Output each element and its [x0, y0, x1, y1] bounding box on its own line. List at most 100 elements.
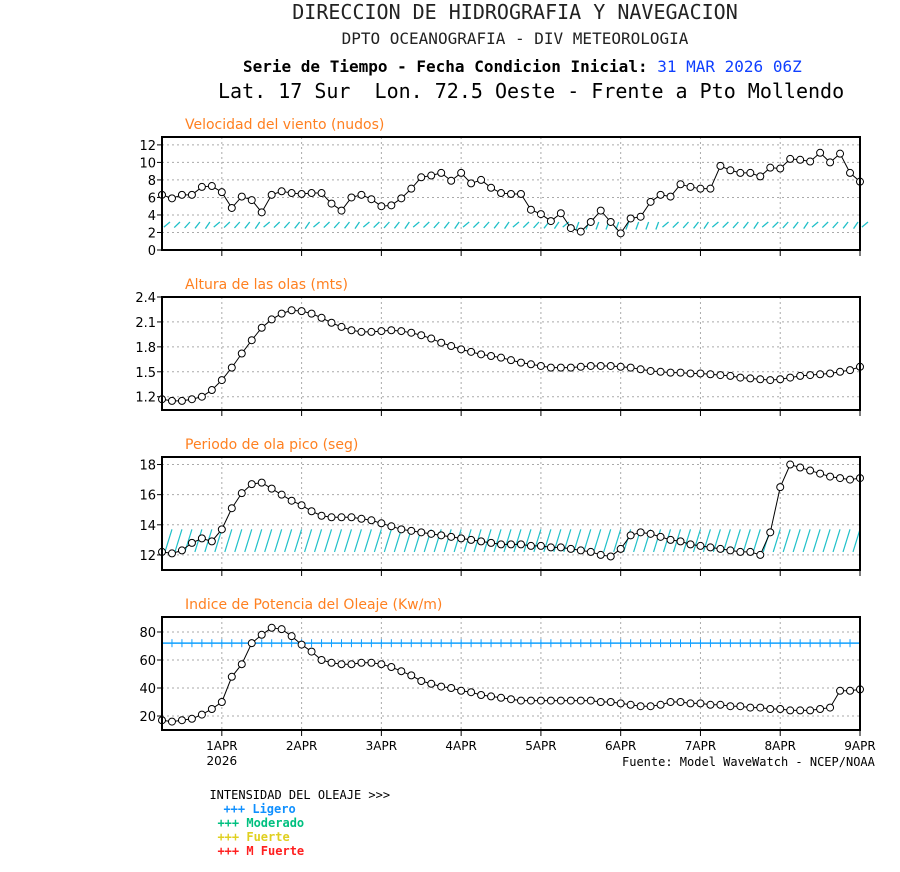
data-point	[586, 217, 595, 226]
data-point	[447, 176, 456, 185]
wind-arrow	[263, 221, 271, 228]
data-point	[746, 703, 755, 712]
data-point	[546, 696, 555, 705]
data-point	[566, 696, 575, 705]
data-point	[646, 529, 655, 538]
data-point	[437, 682, 446, 691]
data-point	[526, 696, 535, 705]
wind-arrow	[283, 221, 291, 229]
legend-title: INTENSIDAD DEL OLEAJE >>>	[209, 788, 391, 802]
swell-arrow	[842, 529, 851, 553]
x-tick-label: 9APR	[844, 739, 875, 753]
data-point	[497, 693, 506, 702]
wind-arrow	[443, 221, 450, 229]
init-date: 31 MAR 2026 06Z	[657, 57, 802, 76]
data-point	[696, 369, 705, 378]
data-point	[507, 189, 515, 198]
data-point	[756, 703, 765, 712]
data-point	[806, 466, 815, 475]
data-point	[526, 541, 535, 550]
wind-arrow	[462, 221, 470, 228]
data-point	[307, 309, 316, 318]
plot-frame	[161, 136, 861, 251]
source-note: Fuente: Model WaveWatch - NCEP/NOAA	[622, 755, 875, 769]
data-point	[666, 368, 675, 377]
y-tick-label: 60	[139, 654, 156, 669]
data-point	[197, 182, 206, 191]
swell-arrow	[822, 529, 831, 553]
swell-arrow	[603, 529, 612, 553]
data-point	[646, 197, 655, 206]
swell-arrow	[573, 529, 582, 553]
data-point	[546, 363, 555, 372]
wind-arrow	[194, 221, 201, 229]
data-point	[387, 522, 396, 531]
plot-frame	[161, 616, 861, 731]
data-point	[766, 376, 775, 385]
data-point	[317, 189, 326, 198]
data-point	[327, 658, 336, 667]
x-tick-label: 7APR	[685, 739, 716, 753]
wind-arrow	[575, 221, 580, 230]
wind-arrow	[483, 221, 490, 229]
data-point	[766, 704, 775, 713]
data-point	[337, 322, 346, 331]
swell-arrow	[254, 529, 263, 553]
data-point	[736, 547, 745, 556]
data-point	[776, 375, 785, 384]
swell-arrow	[593, 529, 602, 553]
wind-arrow	[423, 221, 430, 229]
swell-arrow	[323, 529, 333, 553]
data-point	[317, 313, 326, 322]
y-tick-label: 0	[148, 244, 156, 259]
data-point	[437, 531, 446, 540]
y-tick-label: 14	[139, 519, 156, 534]
wind-arrow	[553, 221, 560, 229]
data-point	[676, 537, 685, 546]
data-point	[636, 702, 645, 711]
data-point	[656, 367, 665, 376]
wind-arrow	[662, 221, 669, 228]
data-point	[187, 714, 196, 723]
data-point	[636, 365, 645, 374]
data-point	[257, 630, 266, 639]
data-point	[427, 679, 436, 688]
data-point	[566, 544, 575, 553]
data-point	[806, 706, 815, 715]
swell-arrow	[234, 529, 243, 553]
data-point	[487, 183, 496, 192]
data-point	[317, 655, 326, 664]
swell-arrow	[613, 529, 622, 553]
data-point	[626, 363, 635, 372]
data-point	[606, 217, 615, 226]
data-point	[357, 190, 366, 199]
data-point	[636, 528, 645, 537]
swell-arrow	[274, 529, 283, 553]
data-point	[347, 660, 356, 669]
data-point	[556, 696, 565, 705]
data-point	[746, 374, 755, 383]
swell-arrow	[244, 529, 253, 553]
swell-arrow	[523, 529, 532, 553]
data-point	[277, 625, 286, 634]
data-point	[606, 361, 615, 370]
data-point	[177, 396, 186, 405]
data-point	[836, 367, 845, 376]
data-point	[347, 513, 356, 522]
data-point	[686, 699, 695, 708]
data-point	[307, 647, 316, 656]
y-tick-label: 16	[139, 489, 156, 504]
data-point	[796, 463, 805, 472]
data-point	[676, 368, 685, 377]
data-point	[387, 326, 396, 335]
wind-arrow	[173, 221, 181, 229]
swell-arrow	[732, 529, 741, 553]
data-point	[736, 702, 745, 711]
subtitle: DPTO OCEANOGRAFIA - DIV METEOROLOGIA	[341, 29, 689, 48]
data-point	[357, 514, 366, 523]
swell-arrow	[682, 529, 692, 553]
swell-arrow	[303, 529, 313, 553]
y-tick-label: 1.5	[135, 366, 156, 381]
data-point	[377, 327, 386, 336]
data-point	[407, 671, 416, 680]
